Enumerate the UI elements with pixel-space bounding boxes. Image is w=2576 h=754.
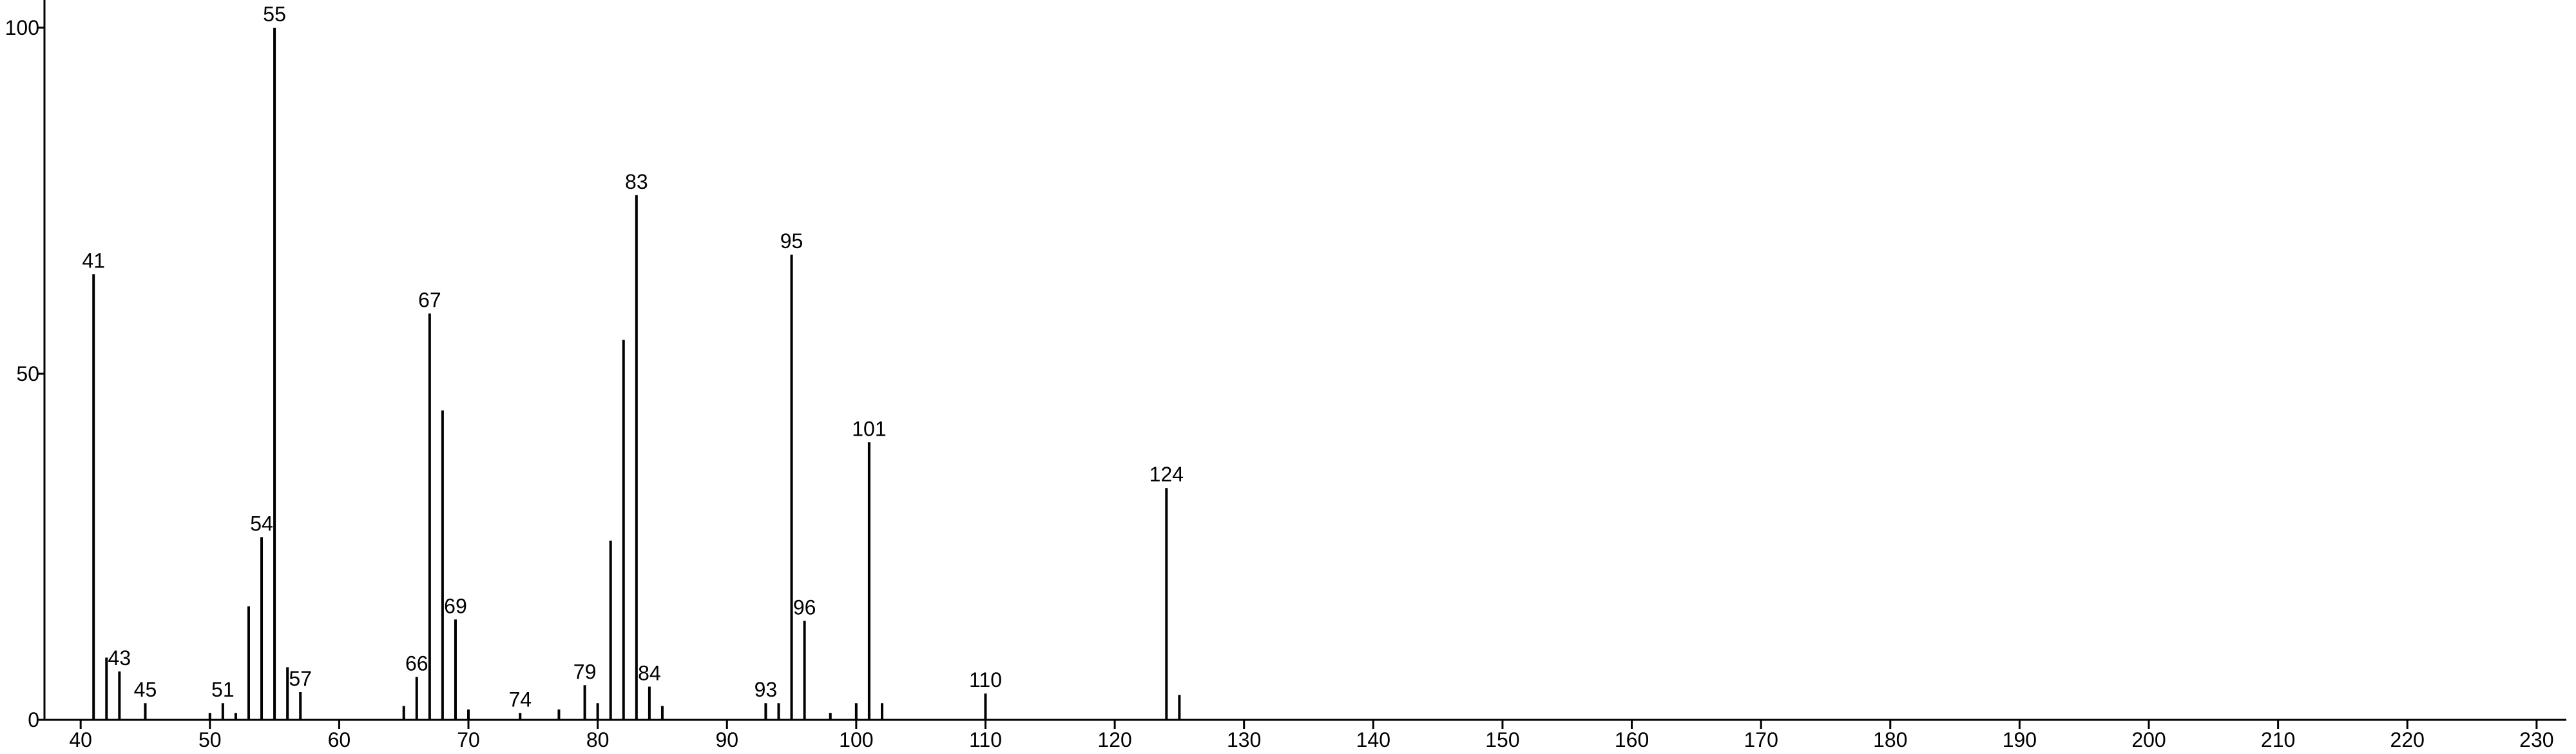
peak-label: 67 [418, 289, 441, 312]
x-tick-label: 60 [328, 728, 351, 751]
x-tick-label: 170 [1744, 728, 1778, 751]
x-tick-label: 140 [1356, 728, 1390, 751]
x-tick-label: 190 [2003, 728, 2037, 751]
peak-label: 43 [108, 646, 131, 670]
x-tick-label: 100 [839, 728, 873, 751]
x-tick-label: 210 [2261, 728, 2295, 751]
peak-label: 41 [82, 249, 105, 272]
x-tick-label: 80 [586, 728, 610, 751]
peak-label: 101 [852, 417, 886, 440]
x-tick-label: 50 [198, 728, 222, 751]
x-tick-label: 90 [715, 728, 738, 751]
peak-label: 83 [625, 170, 648, 193]
y-tick-label: 100 [5, 16, 39, 39]
x-tick-label: 180 [1873, 728, 1907, 751]
peak-label: 45 [134, 678, 157, 701]
peak-label: 79 [573, 660, 597, 683]
peak-label: 66 [405, 652, 428, 675]
x-tick-label: 200 [2131, 728, 2166, 751]
x-tick-label: 120 [1097, 728, 1131, 751]
peak-label: 74 [508, 688, 532, 711]
y-tick-label: 50 [16, 362, 39, 385]
x-tick-label: 220 [2390, 728, 2425, 751]
x-tick-label: 70 [457, 728, 480, 751]
peak-label: 110 [969, 668, 1002, 691]
peak-label: 124 [1149, 463, 1184, 486]
x-tick-label: 160 [1615, 728, 1649, 751]
peak-label: 51 [211, 678, 235, 701]
peak-label: 84 [638, 661, 661, 684]
peak-label: 93 [755, 678, 778, 701]
x-tick-label: 230 [2519, 728, 2553, 751]
x-tick-label: 110 [969, 728, 1002, 751]
peak-label: 95 [780, 229, 803, 253]
x-tick-label: 130 [1227, 728, 1261, 751]
y-tick-label: 0 [28, 708, 39, 731]
peak-label: 69 [444, 594, 467, 617]
peak-label: 96 [793, 595, 816, 619]
peak-label: 57 [289, 667, 312, 690]
peak-label: 54 [250, 512, 273, 535]
peak-label: 55 [263, 3, 286, 26]
x-tick-label: 40 [69, 728, 92, 751]
x-tick-label: 150 [1485, 728, 1519, 751]
